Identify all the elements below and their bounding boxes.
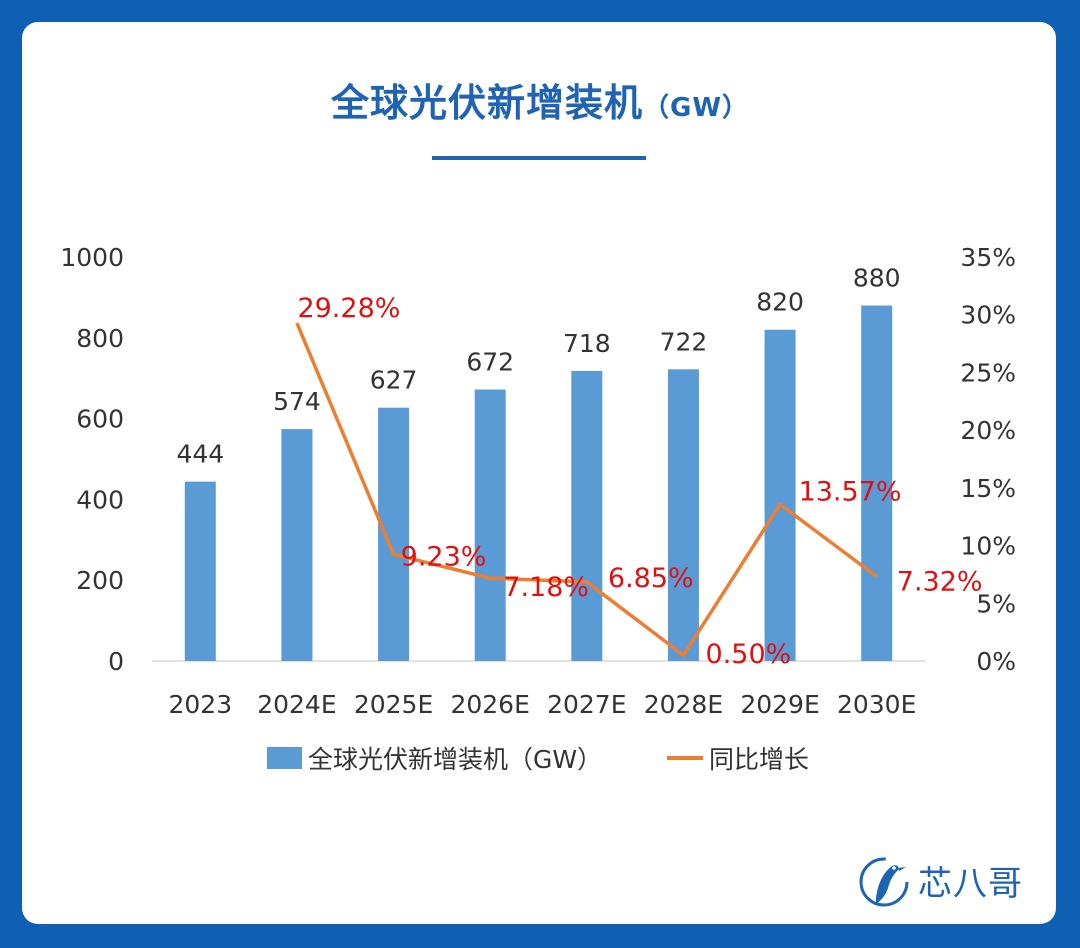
x-tick-label: 2027E	[547, 690, 626, 719]
growth-rate-label: 6.85%	[608, 563, 694, 594]
bar-value-label: 627	[370, 366, 418, 395]
x-tick-label: 2023	[169, 690, 233, 719]
bar-value-label: 672	[466, 348, 514, 377]
bar	[281, 429, 313, 661]
y-left-tick-label: 200	[76, 566, 124, 595]
y-right-tick-label: 5%	[976, 589, 1016, 618]
bar-value-label: 722	[660, 327, 708, 356]
x-tick-label: 2025E	[354, 690, 433, 719]
y-left-tick-label: 1000	[60, 243, 124, 272]
growth-rate-label: 0.50%	[706, 639, 792, 670]
bar	[764, 329, 796, 661]
bar	[378, 407, 410, 661]
legend-label-bars: 全球光伏新增装机（GW）	[308, 745, 602, 774]
x-tick-label: 2024E	[257, 690, 336, 719]
x-tick-label: 2026E	[450, 690, 529, 719]
y-right-tick-label: 15%	[960, 474, 1016, 503]
y-right-tick-label: 0%	[976, 647, 1016, 676]
bar-value-label: 444	[176, 440, 224, 469]
y-left-tick-label: 600	[76, 405, 124, 434]
brand-logo: 芯八哥	[858, 852, 1038, 912]
y-right-tick-label: 10%	[960, 532, 1016, 561]
x-tick-label: 2029E	[740, 690, 819, 719]
bar	[184, 481, 216, 661]
chart-title-main: 全球光伏新增装机	[330, 81, 643, 125]
growth-rate-label: 9.23%	[401, 541, 487, 572]
y-right-tick-label: 30%	[960, 301, 1016, 330]
bar-value-label: 880	[853, 263, 901, 292]
growth-rate-label: 29.28%	[297, 293, 400, 324]
y-left-tick-label: 800	[76, 324, 124, 353]
chart-title: 全球光伏新增装机（GW）	[0, 72, 1080, 127]
bar-value-label: 820	[756, 288, 804, 317]
bird-logo-icon	[859, 857, 909, 907]
bar-value-label: 718	[563, 329, 611, 358]
legend-swatch-bars	[267, 747, 302, 769]
y-left-tick-label: 0	[108, 647, 124, 676]
legend-label-line: 同比增长	[709, 745, 809, 774]
bar	[861, 305, 893, 661]
growth-rate-label: 7.18%	[503, 572, 589, 603]
bar	[474, 389, 506, 661]
chart-title-unit: （GW）	[642, 93, 750, 123]
x-tick-label: 2028E	[644, 690, 723, 719]
y-left-tick-label: 400	[76, 485, 124, 514]
brand-name: 芯八哥	[918, 864, 1023, 904]
y-right-tick-label: 35%	[960, 243, 1016, 272]
growth-rate-label: 13.57%	[799, 476, 902, 507]
growth-rate-label: 7.32%	[897, 567, 983, 598]
x-tick-label: 2030E	[837, 690, 916, 719]
growth-line	[295, 322, 878, 657]
title-underline	[432, 156, 646, 160]
y-right-tick-label: 20%	[960, 416, 1016, 445]
bar	[571, 370, 603, 661]
bar	[667, 369, 699, 661]
y-right-tick-label: 25%	[960, 358, 1016, 387]
bar-value-label: 574	[273, 387, 321, 416]
